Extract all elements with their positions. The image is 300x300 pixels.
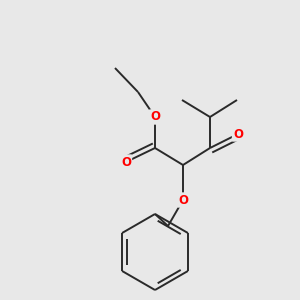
Text: O: O	[121, 155, 131, 169]
Text: O: O	[233, 128, 243, 140]
Text: O: O	[178, 194, 188, 206]
Text: O: O	[150, 110, 160, 124]
